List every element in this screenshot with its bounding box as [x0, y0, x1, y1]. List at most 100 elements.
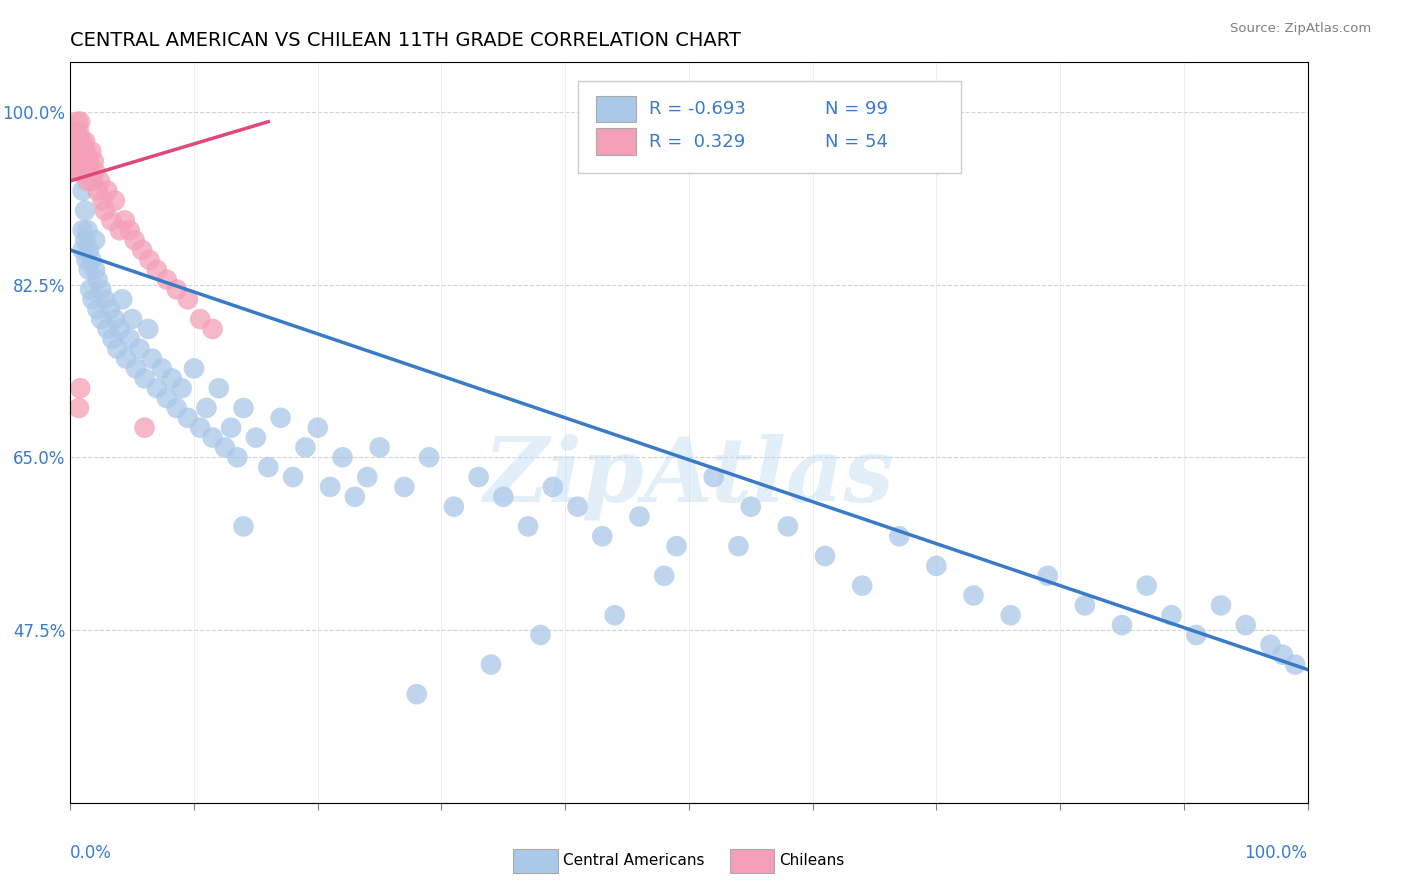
- Point: [100, 213, 122, 227]
- Point: [75, 145, 97, 159]
- Point: [118, 223, 141, 237]
- Point: [70, 145, 93, 159]
- Point: [72, 184, 94, 198]
- Point: [73, 145, 96, 159]
- Point: [195, 401, 218, 415]
- Text: CENTRAL AMERICAN VS CHILEAN 11TH GRADE CORRELATION CHART: CENTRAL AMERICAN VS CHILEAN 11TH GRADE C…: [70, 30, 741, 50]
- Point: [201, 431, 224, 445]
- Point: [1284, 657, 1306, 672]
- Point: [77, 154, 100, 169]
- Point: [652, 568, 675, 582]
- Point: [146, 262, 169, 277]
- Text: ZipAtlas: ZipAtlas: [484, 434, 894, 520]
- Point: [84, 262, 107, 277]
- Point: [75, 233, 97, 247]
- Point: [98, 302, 121, 317]
- Point: [67, 145, 90, 159]
- Point: [125, 361, 148, 376]
- Point: [1111, 618, 1133, 632]
- Point: [703, 470, 725, 484]
- Point: [94, 203, 117, 218]
- FancyBboxPatch shape: [513, 849, 558, 873]
- Point: [1074, 599, 1097, 613]
- Text: R = -0.693: R = -0.693: [650, 100, 747, 118]
- Point: [851, 579, 873, 593]
- Point: [79, 164, 101, 178]
- Text: Chileans: Chileans: [779, 853, 845, 868]
- Point: [1260, 638, 1282, 652]
- Point: [80, 252, 103, 267]
- Point: [72, 243, 94, 257]
- Point: [270, 410, 292, 425]
- Point: [188, 312, 211, 326]
- Point: [134, 371, 156, 385]
- Point: [467, 470, 489, 484]
- Point: [75, 164, 97, 178]
- Point: [541, 480, 564, 494]
- Point: [63, 154, 86, 169]
- Point: [405, 687, 427, 701]
- Point: [69, 381, 91, 395]
- Point: [128, 342, 150, 356]
- Point: [91, 194, 114, 208]
- Point: [166, 283, 188, 297]
- Point: [82, 174, 104, 188]
- Point: [75, 135, 97, 149]
- FancyBboxPatch shape: [730, 849, 775, 873]
- Point: [69, 154, 91, 169]
- Point: [150, 361, 173, 376]
- Point: [591, 529, 613, 543]
- Point: [73, 164, 96, 178]
- Point: [104, 194, 127, 208]
- Point: [418, 450, 440, 465]
- Point: [962, 589, 984, 603]
- Point: [727, 539, 749, 553]
- Point: [177, 410, 200, 425]
- Text: 0.0%: 0.0%: [70, 844, 112, 862]
- Point: [121, 312, 143, 326]
- Point: [368, 441, 391, 455]
- Point: [517, 519, 540, 533]
- Point: [226, 450, 249, 465]
- Point: [1136, 579, 1159, 593]
- Point: [66, 135, 89, 149]
- Point: [86, 184, 108, 198]
- Point: [294, 441, 316, 455]
- Point: [131, 243, 153, 257]
- Text: Central Americans: Central Americans: [562, 853, 704, 868]
- Point: [281, 470, 304, 484]
- Point: [1160, 608, 1182, 623]
- Point: [104, 312, 127, 326]
- Point: [245, 431, 267, 445]
- Point: [114, 213, 136, 227]
- Point: [86, 272, 108, 286]
- Point: [925, 558, 948, 573]
- Point: [94, 293, 117, 307]
- Point: [118, 332, 141, 346]
- Point: [160, 371, 183, 385]
- Point: [232, 519, 254, 533]
- Point: [208, 381, 231, 395]
- Point: [529, 628, 551, 642]
- Point: [83, 154, 105, 169]
- Point: [96, 184, 118, 198]
- Point: [138, 252, 160, 267]
- Point: [257, 460, 280, 475]
- Point: [814, 549, 837, 563]
- Point: [188, 420, 211, 434]
- Point: [479, 657, 502, 672]
- Point: [65, 135, 87, 149]
- Point: [111, 293, 134, 307]
- Point: [66, 154, 89, 169]
- Point: [84, 233, 107, 247]
- Point: [1000, 608, 1022, 623]
- Point: [307, 420, 329, 434]
- Point: [443, 500, 465, 514]
- Point: [356, 470, 378, 484]
- Point: [232, 401, 254, 415]
- Point: [177, 293, 200, 307]
- Point: [67, 401, 90, 415]
- Point: [66, 114, 89, 128]
- Point: [136, 322, 159, 336]
- Text: Source: ZipAtlas.com: Source: ZipAtlas.com: [1230, 22, 1371, 36]
